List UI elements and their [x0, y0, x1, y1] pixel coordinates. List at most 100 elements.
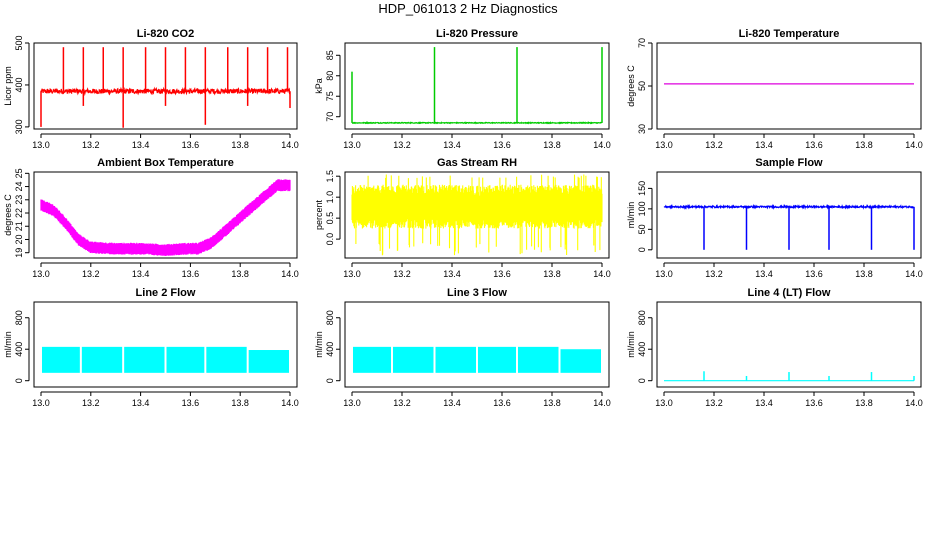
x-tick-label: 13.8: [231, 140, 249, 150]
x-tick-label: 13.8: [231, 398, 249, 408]
chart-title: Li-820 CO2: [137, 28, 194, 40]
x-tick-label: 13.4: [132, 398, 150, 408]
x-tick-label: 13.8: [231, 269, 249, 279]
y-axis-label: degrees C: [626, 65, 636, 107]
x-tick-label: 13.6: [493, 140, 511, 150]
x-tick-label: 13.0: [32, 269, 50, 279]
x-tick-label: 13.8: [543, 269, 561, 279]
x-tick-label: 13.0: [655, 398, 673, 408]
plot-frame: [656, 301, 922, 388]
series: [351, 47, 603, 125]
chart-panel-9: Line 4 (LT) Flow ml/min 13.0 13.2 13.4 13.6 13…: [626, 287, 923, 408]
x-tick-label: 13.0: [343, 140, 361, 150]
y-tick-label: 50: [637, 224, 647, 234]
series: [353, 346, 601, 373]
y-tick-label: 30: [637, 124, 647, 134]
chart-panel-4: Ambient Box Temperature degrees C 13.0 13.2…: [3, 157, 299, 279]
flow-block: [206, 346, 247, 373]
plot-frame: [33, 42, 298, 130]
x-tick-label: 13.0: [32, 398, 50, 408]
flow-block: [478, 346, 516, 373]
series-noise: [351, 174, 603, 256]
x-tick-label: 14.0: [905, 140, 923, 150]
series: [41, 346, 290, 373]
y-tick-label: 19: [14, 248, 24, 258]
y-tick-label: 20: [14, 234, 24, 244]
x-tick-label: 13.2: [393, 398, 411, 408]
y-axis-label: ml/min: [626, 202, 636, 229]
flow-block: [393, 346, 434, 373]
x-tick-label: 14.0: [593, 140, 611, 150]
y-tick-label: 300: [14, 119, 24, 134]
y-tick-label: 23: [14, 195, 24, 205]
y-tick-label: 150: [637, 181, 647, 196]
x-tick-label: 13.4: [755, 140, 773, 150]
y-tick-label: 70: [325, 112, 335, 122]
x-tick-label: 13.4: [755, 398, 773, 408]
x-tick-label: 13.0: [655, 269, 673, 279]
x-tick-label: 13.6: [182, 140, 200, 150]
x-tick-label: 13.6: [493, 269, 511, 279]
y-tick-label: 400: [325, 342, 335, 357]
series-line: [663, 203, 915, 210]
x-tick-label: 13.0: [32, 140, 50, 150]
chart-panel-1: Li-820 CO2 Licor ppm 13.0 13.2 13.4 13.6 13.8 1…: [3, 28, 299, 150]
y-tick-label: 0: [637, 378, 647, 383]
y-tick-label: 21: [14, 221, 24, 231]
x-tick-label: 13.6: [805, 140, 823, 150]
chart-title: Line 4 (LT) Flow: [748, 287, 831, 299]
flow-block: [124, 346, 165, 373]
y-tick-label: 1.5: [325, 170, 335, 183]
y-tick-label: 80: [325, 71, 335, 81]
x-tick-label: 13.0: [655, 140, 673, 150]
y-tick-label: 25: [14, 168, 24, 178]
series: [40, 179, 291, 256]
x-tick-label: 14.0: [593, 398, 611, 408]
x-tick-label: 13.0: [343, 269, 361, 279]
flow-block: [81, 346, 123, 373]
chart-panel-2: Li-820 Pressure kPa 13.0 13.2 13.4 13.6 13.8 14…: [314, 28, 611, 150]
x-tick-label: 13.0: [343, 398, 361, 408]
plot-frame: [33, 171, 298, 259]
chart-title: Gas Stream RH: [437, 157, 517, 169]
y-axis-label: kPa: [314, 78, 324, 94]
chart-title: Line 2 Flow: [136, 287, 196, 299]
plot-frame: [344, 42, 610, 130]
chart-panel-8: Line 3 Flow ml/min 13.0 13.2 13.4 13.6 13.8 14.…: [314, 287, 611, 408]
y-axis-label: ml/min: [314, 331, 324, 358]
y-tick-label: 100: [637, 201, 647, 216]
y-axis-label: degrees C: [3, 194, 13, 236]
x-tick-label: 13.6: [805, 398, 823, 408]
plot-frame: [344, 171, 610, 259]
chart-title: Li-820 Temperature: [739, 28, 840, 40]
y-axis-label: ml/min: [626, 331, 636, 358]
x-tick-label: 13.2: [82, 269, 100, 279]
y-tick-label: 800: [637, 310, 647, 325]
y-tick-label: 50: [637, 81, 647, 91]
y-tick-label: 0: [14, 378, 24, 383]
x-tick-label: 13.2: [393, 269, 411, 279]
x-tick-label: 14.0: [905, 398, 923, 408]
x-tick-label: 13.2: [393, 140, 411, 150]
chart-title: Ambient Box Temperature: [97, 157, 234, 169]
x-tick-label: 14.0: [593, 269, 611, 279]
x-tick-label: 13.2: [705, 269, 723, 279]
y-tick-label: 800: [14, 310, 24, 325]
y-axis-label: percent: [314, 199, 324, 230]
x-tick-label: 13.6: [182, 398, 200, 408]
x-tick-label: 13.4: [132, 140, 150, 150]
y-tick-label: 400: [14, 77, 24, 92]
x-tick-label: 13.6: [182, 269, 200, 279]
flow-block: [435, 346, 476, 373]
y-tick-label: 800: [325, 310, 335, 325]
y-tick-label: 400: [637, 342, 647, 357]
y-tick-label: 0.0: [325, 233, 335, 246]
y-tick-label: 85: [325, 50, 335, 60]
chart-title: Li-820 Pressure: [436, 28, 518, 40]
chart-title: Sample Flow: [755, 157, 823, 169]
y-tick-label: 22: [14, 208, 24, 218]
page-title: HDP_061013 2 Hz Diagnostics: [378, 1, 558, 16]
y-axis-label: Licor ppm: [3, 66, 13, 106]
y-tick-label: 70: [637, 38, 647, 48]
